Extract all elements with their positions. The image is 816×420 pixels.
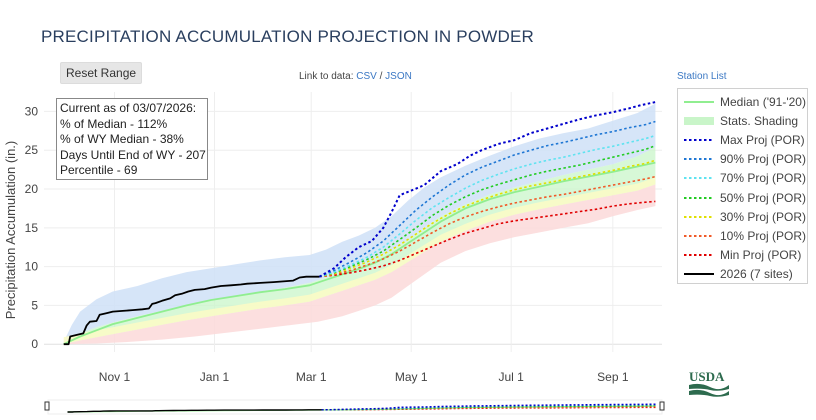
range-handle-left	[44, 401, 50, 411]
series-line-min	[319, 200, 656, 278]
legend-swatch	[684, 100, 714, 103]
legend-item[interactable]: 2026 (7 sites)	[684, 265, 793, 284]
shading-band-upper	[63, 103, 656, 343]
series-line-p90	[319, 120, 656, 278]
y-tick-label: 25	[25, 143, 39, 157]
legend-label: 90% Proj (POR)	[720, 152, 807, 167]
series-line-p10	[319, 175, 656, 278]
legend-label: 50% Proj (POR)	[720, 190, 807, 205]
legend-label: 10% Proj (POR)	[720, 228, 807, 243]
info-line-days-until-end: Days Until End of WY - 207	[60, 147, 206, 162]
range-slider-line-p50	[321, 404, 656, 411]
legend-item[interactable]: Median ('91-'20)	[684, 92, 806, 111]
shading-band-lower	[63, 184, 656, 345]
info-line-pct-wy-median: % of WY Median - 38%	[60, 132, 184, 146]
shading-band-yellow	[63, 177, 656, 345]
series-line-p50	[319, 144, 656, 278]
legend-label: 30% Proj (POR)	[720, 209, 807, 224]
series-line-max	[318, 101, 656, 278]
legend-item[interactable]: Stats. Shading	[684, 111, 798, 130]
legend-swatch	[684, 158, 714, 161]
chart-title: PRECIPITATION ACCUMULATION PROJECTION IN…	[41, 27, 534, 46]
legend-swatch	[684, 196, 714, 199]
legend-label: 2026 (7 sites)	[720, 267, 793, 282]
data-links-separator: /	[376, 71, 386, 82]
range-slider-line-p10	[321, 405, 656, 411]
x-tick-label: Mar 1	[296, 370, 327, 384]
x-tick-label: Jan 1	[200, 370, 230, 384]
csv-link[interactable]: CSV	[356, 71, 377, 82]
legend-label: Min Proj (POR)	[720, 248, 802, 263]
info-line-pct-median: % of Median - 112%	[60, 116, 168, 131]
legend-swatch	[684, 177, 714, 180]
legend-label: Stats. Shading	[720, 113, 799, 128]
legend-label: Max Proj (POR)	[720, 132, 805, 147]
info-line-percentile: Percentile - 69	[60, 163, 138, 177]
legend: Median ('91-'20) Stats. Shading Max Proj (…	[677, 88, 808, 284]
reset-range-button[interactable]: Reset Range	[60, 62, 143, 84]
y-tick-label: 5	[31, 298, 38, 312]
json-link[interactable]: JSON	[385, 71, 412, 82]
legend-swatch	[684, 215, 714, 218]
series-line-median	[63, 161, 656, 346]
legend-item[interactable]: 10% Proj (POR)	[684, 226, 806, 245]
series-line-p70	[319, 134, 656, 278]
y-axis-label: Precipitation Accumulation (in.)	[3, 141, 18, 319]
legend-swatch	[684, 116, 714, 125]
range-handle-right	[659, 401, 665, 411]
legend-label: Median ('91-'20)	[720, 94, 806, 109]
y-tick-label: 20	[25, 182, 39, 196]
legend-label: 70% Proj (POR)	[720, 171, 807, 186]
shading-band-middle	[63, 147, 656, 345]
legend-item[interactable]: 50% Proj (POR)	[684, 188, 806, 207]
y-tick-label: 10	[25, 260, 39, 274]
legend-swatch	[684, 138, 714, 141]
legend-item[interactable]: Min Proj (POR)	[684, 246, 801, 265]
series-line-current	[63, 275, 320, 346]
legend-item[interactable]: 30% Proj (POR)	[684, 207, 806, 226]
x-tick-label: May 1	[395, 370, 428, 384]
y-tick-label: 30	[25, 104, 39, 118]
legend-item[interactable]: Max Proj (POR)	[684, 130, 805, 149]
legend-item[interactable]: 70% Proj (POR)	[684, 169, 806, 188]
x-tick-label: Nov 1	[99, 370, 131, 384]
info-line-current: Current as of 03/07/2026:	[60, 101, 197, 115]
legend-item[interactable]: 90% Proj (POR)	[684, 150, 806, 169]
range-slider-line-max	[321, 403, 656, 411]
y-tick-label: 15	[25, 221, 39, 235]
legend-swatch	[684, 234, 714, 237]
legend-swatch	[684, 254, 714, 257]
usda-logo-text: USDA	[689, 369, 725, 384]
data-links-prefix: Link to data:	[299, 71, 357, 82]
legend-swatch	[684, 273, 714, 276]
info-box: Current as of 03/07/2026: % of Median - …	[56, 98, 208, 180]
x-tick-label: Jul 1	[499, 370, 525, 384]
x-tick-label: Sep 1	[597, 370, 629, 384]
y-tick-label: 0	[31, 337, 38, 351]
data-links: Link to data: CSV / JSON	[299, 71, 412, 82]
station-list-link[interactable]: Station List	[677, 71, 727, 82]
usda-logo: USDA	[689, 369, 729, 397]
range-slider-line-current	[67, 409, 322, 413]
series-line-p30	[319, 159, 656, 278]
